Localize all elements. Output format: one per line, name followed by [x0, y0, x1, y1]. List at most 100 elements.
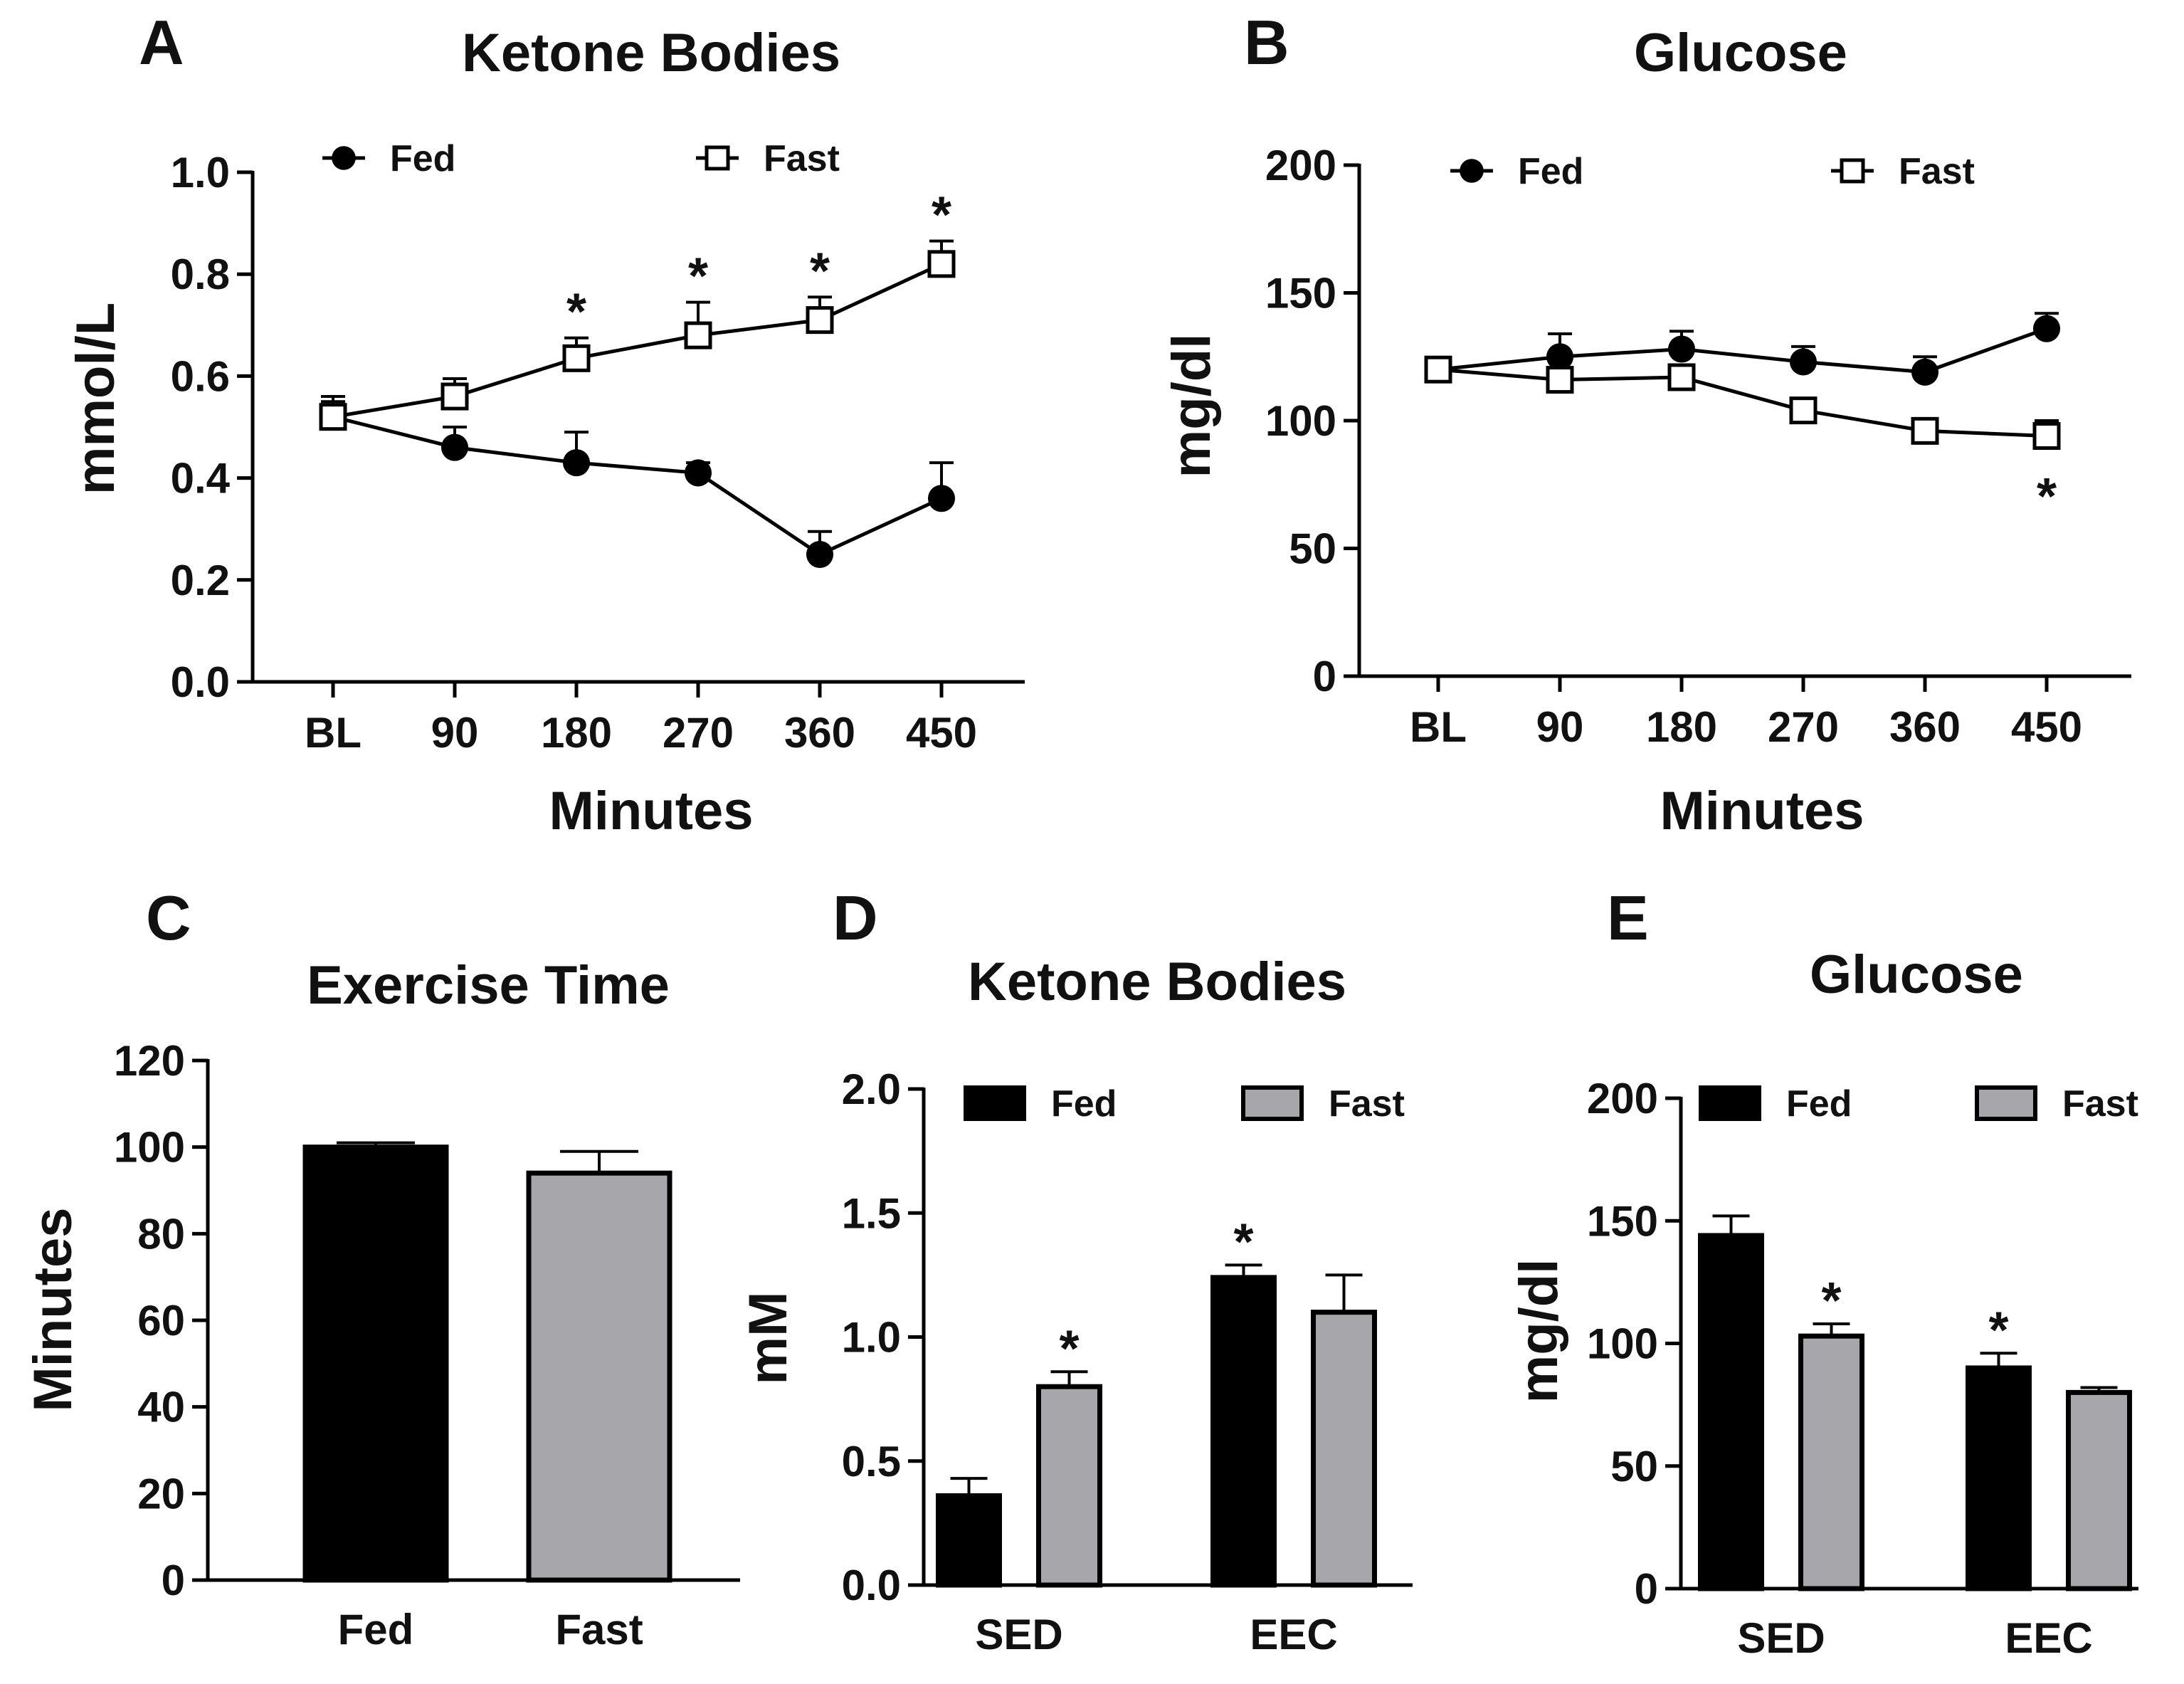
panel-e: E Glucose mg/dl 0 50 100 150 200 SED EEC * * Fed F… [1509, 883, 2138, 1662]
panel-b-point-fast [1667, 363, 1696, 391]
panel-a-point-fast [319, 403, 347, 431]
panel-b-y-tick-label: 150 [1265, 270, 1336, 317]
panel-d-significance-star: * [1059, 1320, 1079, 1377]
panel-a-point-fed [806, 540, 834, 569]
panel-d-ylabel: mM [738, 1292, 798, 1385]
panel-b-legend-label-fast: Fast [1899, 151, 1975, 192]
panel-b-point-fast [2032, 422, 2061, 451]
panel-a-point-fast [927, 250, 956, 278]
panel-a-significance-star: * [932, 187, 951, 244]
panel-a-y-tick-label: 0.0 [171, 658, 230, 706]
panel-c-y-tick-label: 120 [114, 1037, 185, 1085]
panel-d-y-tick-label: 1.5 [842, 1189, 901, 1237]
panel-b-point-fast [1911, 416, 1939, 445]
panel-e-y-tick-label: 0 [1635, 1565, 1658, 1613]
panel-d-bar-fast-eec [1311, 1310, 1377, 1588]
panel-e-x-tick-label: EEC [2005, 1614, 2092, 1662]
panel-b-x-tick-label: 90 [1536, 703, 1584, 751]
panel-b-y-tick-label: 0 [1313, 653, 1336, 700]
panel-a-point-fast [806, 306, 834, 335]
panel-c-x-tick-label: Fed [338, 1606, 414, 1653]
panel-c-y-tick-label: 60 [137, 1297, 185, 1344]
panel-b-x-tick-label: 180 [1646, 703, 1717, 751]
panel-e-bar-fed-sed [1698, 1233, 1764, 1591]
panel-b-title: Glucose [1634, 23, 1847, 83]
panel-d-bar-fed-sed [936, 1493, 1002, 1588]
panel-d-letter: D [833, 883, 878, 953]
panel-a-xlabel: Minutes [549, 781, 753, 841]
panel-d-y-tick-label: 0.5 [842, 1438, 901, 1485]
panel-a-x-tick-label: 360 [784, 709, 855, 757]
panel-a-point-fast [562, 344, 591, 372]
panel-b-x-tick-label: 270 [1768, 703, 1839, 751]
panel-d-y-tick-label: 1.0 [842, 1314, 901, 1362]
panel-a-y-tick-label: 0.6 [171, 352, 230, 400]
panel-e-y-tick-label: 50 [1610, 1443, 1658, 1490]
panel-b-plot: 0 50 100 150 200 BL 90 180 270 360 450 * Fed Fast [1265, 142, 2131, 751]
panel-c-ylabel: Minutes [23, 1207, 83, 1411]
panel-d-y-tick-label: 2.0 [842, 1065, 901, 1113]
panel-d-plot: 0.0 0.5 1.0 1.5 2.0 SED EEC * * Fed Fast [842, 1065, 1413, 1658]
panel-b-point-fed [2032, 315, 2061, 342]
panel-d-bar-fed-eec [1210, 1275, 1277, 1588]
panel-c-y-tick-label: 20 [137, 1470, 185, 1517]
panel-a-y-tick-label: 0.2 [171, 557, 230, 604]
panel-c-letter: C [146, 883, 191, 953]
panel-b-legend-point-fast [1840, 158, 1865, 184]
panel-d-title: Ketone Bodies [968, 952, 1346, 1012]
panel-e-legend-swatch-fed [1699, 1085, 1761, 1121]
panel-e-y-tick-label: 100 [1587, 1320, 1658, 1368]
panel-a-x-tick-label: 450 [906, 709, 977, 757]
panel-a-y-tick-label: 0.8 [171, 251, 230, 298]
panel-a-letter: A [139, 7, 184, 78]
panel-a-legend-point-fed [332, 146, 356, 170]
panel-d-legend-swatch-fed [964, 1085, 1026, 1121]
panel-b-point-fed [1546, 343, 1574, 371]
panel-b-ylabel: mg/dl [1161, 334, 1222, 478]
panel-a-title: Ketone Bodies [462, 23, 840, 83]
panel-a-legend-label-fast: Fast [764, 138, 840, 179]
panel-b-x-tick-label: 450 [2011, 703, 2082, 751]
panel-c: C Exercise Time Minutes 0 20 40 60 80 100 120 F… [23, 883, 740, 1653]
panel-b-y-tick-label: 50 [1289, 525, 1336, 573]
panel-b-point-fast [1789, 396, 1818, 425]
panel-a-point-fed [684, 459, 712, 487]
panel-c-plot: 0 20 40 60 80 100 120 Fed Fast [114, 1037, 740, 1653]
panel-c-x-tick-label: Fast [555, 1606, 643, 1653]
panel-b-letter: B [1244, 7, 1289, 78]
panel-b: B Glucose Minutes mg/dl 0 50 100 150 200 BL 90… [1161, 7, 2131, 841]
panel-b-point-fed [1789, 348, 1818, 376]
panel-a: A Ketone Bodies Minutes mmol/L 0.0 0.2 0.4… [65, 7, 1025, 841]
panel-d-x-tick-label: SED [975, 1611, 1062, 1658]
panel-e-significance-star: * [1821, 1273, 1841, 1330]
panel-b-point-fed [1911, 358, 1939, 386]
panel-a-x-tick-label: 180 [541, 709, 612, 757]
panel-d-bar-fast-sed [1036, 1384, 1102, 1588]
panel-c-y-tick-label: 80 [137, 1210, 185, 1258]
panel-b-line-fed [1437, 327, 2047, 374]
panel-e-bar-fast-eec [2066, 1389, 2132, 1591]
panel-b-point-fast [1424, 355, 1452, 384]
panel-a-significance-star: * [688, 248, 708, 305]
panel-e-title: Glucose [1810, 944, 2023, 1005]
panel-d-legend-label-fed: Fed [1051, 1083, 1117, 1125]
panel-c-bar-fed-fed [302, 1144, 449, 1583]
panel-d-y-tick-label: 0.0 [842, 1562, 901, 1609]
panel-e-legend-swatch-fast [1975, 1085, 2037, 1121]
panel-d-x-tick-label: EEC [1250, 1611, 1337, 1658]
panel-d: D Ketone Bodies mM 0.0 0.5 1.0 1.5 2.0 SED EEC… [738, 883, 1413, 1658]
panel-a-ylabel: mmol/L [65, 302, 126, 495]
panel-c-y-tick-label: 100 [114, 1124, 185, 1172]
panel-c-y-tick-label: 40 [137, 1384, 185, 1431]
panel-b-line-fast [1437, 367, 2047, 438]
panel-b-y-tick-label: 100 [1265, 397, 1336, 445]
panel-b-point-fast [1546, 366, 1574, 394]
panel-d-significance-star: * [1233, 1214, 1253, 1270]
panel-a-legend-label-fed: Fed [390, 138, 455, 179]
panel-c-bar-fast-fast [526, 1170, 672, 1583]
panel-e-legend-label-fast: Fast [2062, 1083, 2138, 1125]
panel-b-y-tick-label: 200 [1265, 142, 1336, 189]
panel-a-point-fed [927, 485, 956, 512]
panel-b-x-tick-label: 360 [1889, 703, 1961, 751]
